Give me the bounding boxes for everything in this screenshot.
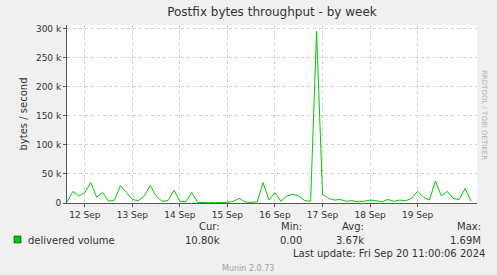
svg-text:13 Sep: 13 Sep <box>117 210 149 220</box>
svg-text:Postfix bytes throughput - by: Postfix bytes throughput - by week <box>167 5 377 19</box>
svg-text:18 Sep: 18 Sep <box>354 210 386 220</box>
svg-text:3.67k: 3.67k <box>336 235 364 246</box>
svg-text:150 k: 150 k <box>36 111 62 121</box>
svg-text:Cur:: Cur: <box>199 221 220 232</box>
svg-text:12 Sep: 12 Sep <box>69 210 101 220</box>
svg-text:Last update: Fri Sep 20 11:00:: Last update: Fri Sep 20 11:00:06 2024 <box>293 248 485 259</box>
svg-text:200 k: 200 k <box>36 82 62 92</box>
svg-text:Munin 2.0.73: Munin 2.0.73 <box>222 264 274 273</box>
svg-text:50 k: 50 k <box>42 169 62 179</box>
svg-text:250 k: 250 k <box>36 53 62 63</box>
svg-text:0.00: 0.00 <box>280 235 302 246</box>
svg-text:300 k: 300 k <box>36 24 62 34</box>
svg-text:RRDTOOL / TOBI OETIKER: RRDTOOL / TOBI OETIKER <box>480 70 488 160</box>
svg-text:16 Sep: 16 Sep <box>259 210 291 220</box>
svg-text:Min:: Min: <box>281 221 302 232</box>
svg-text:17 Sep: 17 Sep <box>307 210 339 220</box>
svg-text:1.69M: 1.69M <box>450 235 481 246</box>
svg-text:10.80k: 10.80k <box>185 235 220 246</box>
svg-text:delivered volume: delivered volume <box>28 235 115 246</box>
svg-text:14 Sep: 14 Sep <box>164 210 196 220</box>
svg-text:Avg:: Avg: <box>342 221 364 232</box>
svg-text:15 Sep: 15 Sep <box>212 210 244 220</box>
svg-text:Max:: Max: <box>457 221 481 232</box>
svg-text:100 k: 100 k <box>36 140 62 150</box>
svg-text:0: 0 <box>55 198 61 208</box>
svg-text:19 Sep: 19 Sep <box>402 210 434 220</box>
svg-text:bytes / second: bytes / second <box>18 78 29 151</box>
